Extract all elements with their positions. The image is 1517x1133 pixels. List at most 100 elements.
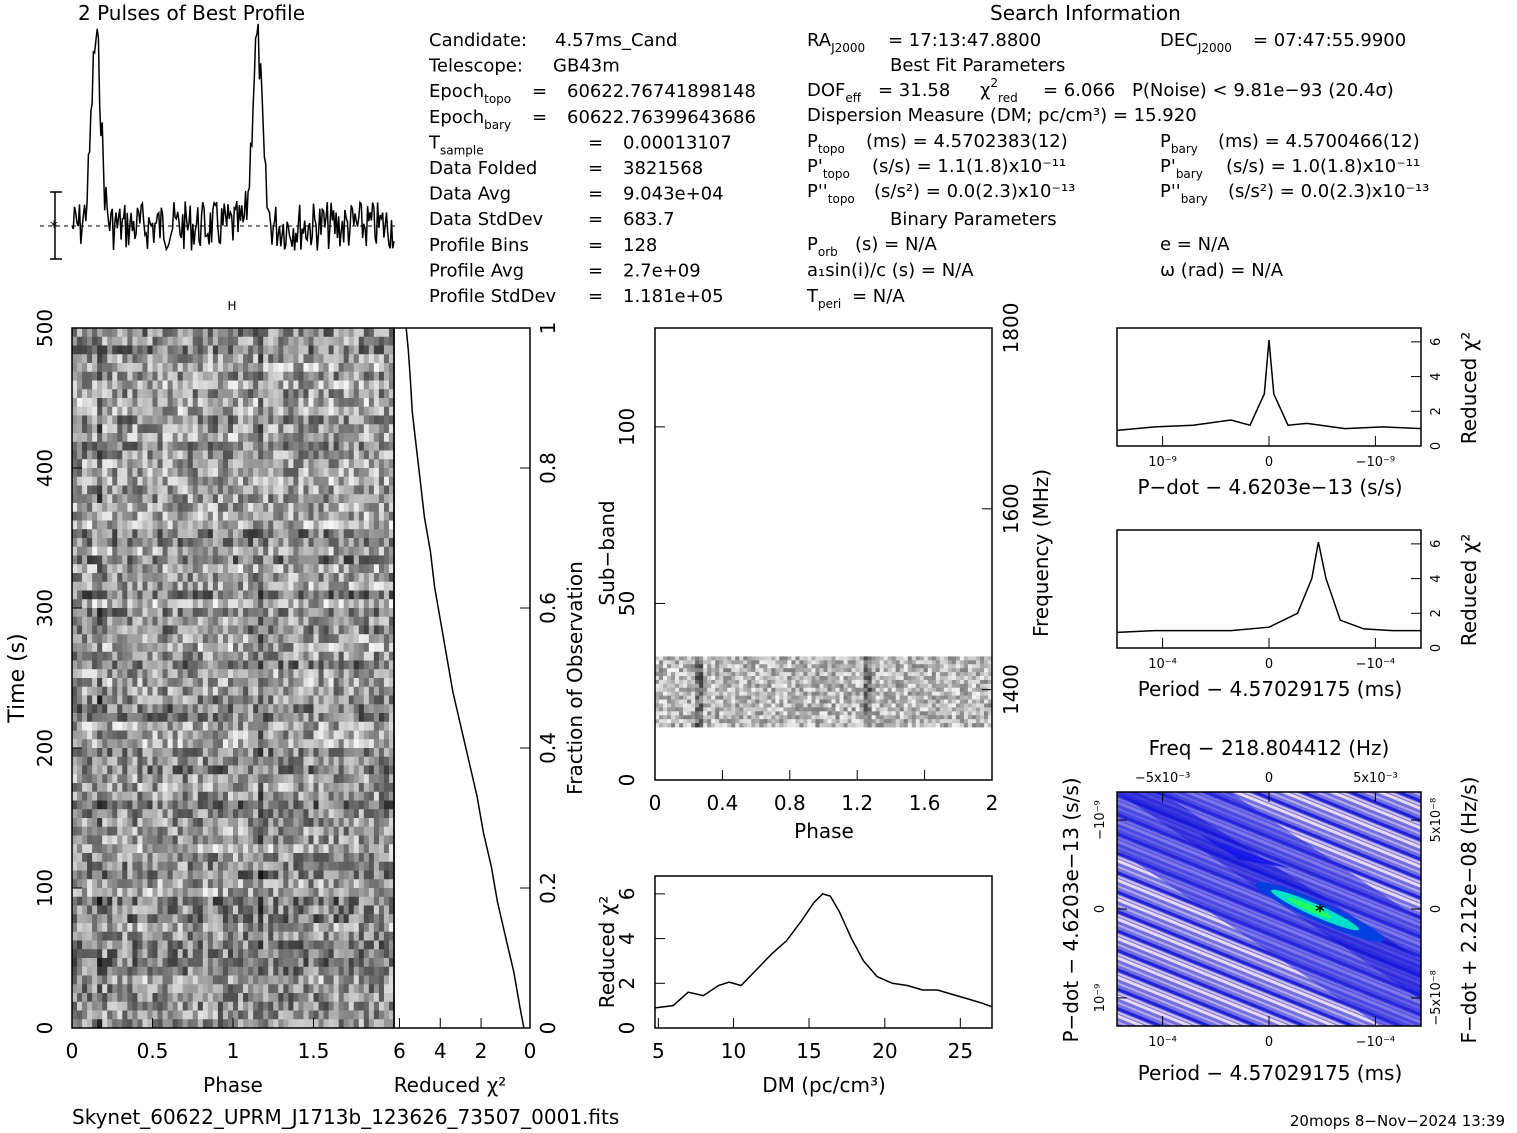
pixel (82, 424, 88, 434)
pixel (388, 564, 395, 574)
pixel (353, 940, 360, 950)
pixel (273, 774, 279, 784)
pixel (343, 949, 350, 959)
pixel (383, 503, 390, 513)
pixel (157, 406, 164, 416)
info-key: Profile StdDev (429, 286, 557, 307)
pixel (127, 503, 133, 513)
pixel (268, 415, 274, 425)
pixel (127, 538, 133, 548)
pixel (338, 739, 345, 749)
pixel (152, 678, 159, 688)
pixel (238, 389, 244, 399)
pixel (162, 371, 169, 381)
pixel (268, 450, 274, 460)
pixel (243, 538, 249, 548)
pixel (258, 984, 264, 994)
pixel (233, 800, 239, 810)
pixel (273, 546, 279, 556)
pixel (248, 634, 254, 644)
pixel (318, 354, 325, 364)
pixel (157, 529, 164, 539)
pixel (283, 914, 289, 924)
pixel (328, 520, 335, 530)
pixel (227, 993, 234, 1003)
pixel (263, 406, 269, 416)
pixel (308, 336, 314, 346)
pixel (107, 616, 113, 626)
pixel (338, 993, 345, 1003)
pixel (217, 826, 224, 836)
pixel (298, 529, 304, 539)
pixel (77, 914, 83, 924)
pixel (82, 590, 88, 600)
pixel (152, 555, 159, 565)
pixel (142, 651, 148, 661)
pixel (313, 748, 320, 758)
pixel (182, 503, 189, 513)
pixel (132, 520, 138, 530)
pixel (303, 756, 309, 766)
pixel (303, 739, 309, 749)
pixel (147, 800, 153, 810)
pixel (227, 634, 234, 644)
pixel (353, 739, 360, 749)
pixel (243, 511, 249, 521)
pixel (348, 599, 355, 609)
pixel (157, 835, 164, 845)
pixel (157, 721, 164, 731)
pixel (177, 459, 184, 469)
pixel (122, 888, 128, 898)
pixel (147, 336, 153, 346)
pixel (328, 538, 335, 548)
pixel (222, 879, 229, 889)
pixel (338, 546, 345, 556)
pixel (338, 765, 345, 775)
pixel (172, 835, 179, 845)
pixel (97, 494, 103, 504)
pixel (308, 730, 314, 740)
pixel (353, 914, 360, 924)
pixel (243, 616, 249, 626)
pixel (207, 861, 214, 871)
pixel (263, 564, 269, 574)
chi2-value: = 6.066 (1043, 80, 1115, 101)
pixel (278, 625, 284, 635)
pixel (333, 669, 340, 679)
pixel (97, 476, 103, 486)
pixel (248, 695, 254, 705)
pixel (263, 783, 269, 793)
pixel (263, 643, 269, 653)
pixel (303, 459, 309, 469)
pixel (353, 634, 360, 644)
pixel (137, 406, 143, 416)
pixel (182, 599, 189, 609)
pixel (87, 756, 93, 766)
pixel (388, 573, 395, 583)
pixel (358, 853, 365, 863)
pixel (258, 748, 264, 758)
pixel (323, 678, 330, 688)
pixel (233, 494, 239, 504)
pixel (353, 415, 360, 425)
pixel (212, 791, 219, 801)
pixel (238, 888, 244, 898)
pixel (348, 669, 355, 679)
pixel (202, 503, 209, 513)
pixel (373, 931, 380, 941)
pixel (187, 389, 194, 399)
pixel (137, 678, 143, 688)
pixel (283, 958, 289, 968)
pixel (243, 503, 249, 513)
pixel (97, 923, 103, 933)
pixel (388, 809, 395, 819)
pixel (238, 835, 244, 845)
pixel (358, 966, 365, 976)
pixel (368, 503, 375, 513)
pixel (328, 861, 335, 871)
pixel (82, 844, 88, 854)
pixel (238, 546, 244, 556)
pixel (152, 774, 159, 784)
pixel (107, 468, 113, 478)
pixel (212, 704, 219, 714)
